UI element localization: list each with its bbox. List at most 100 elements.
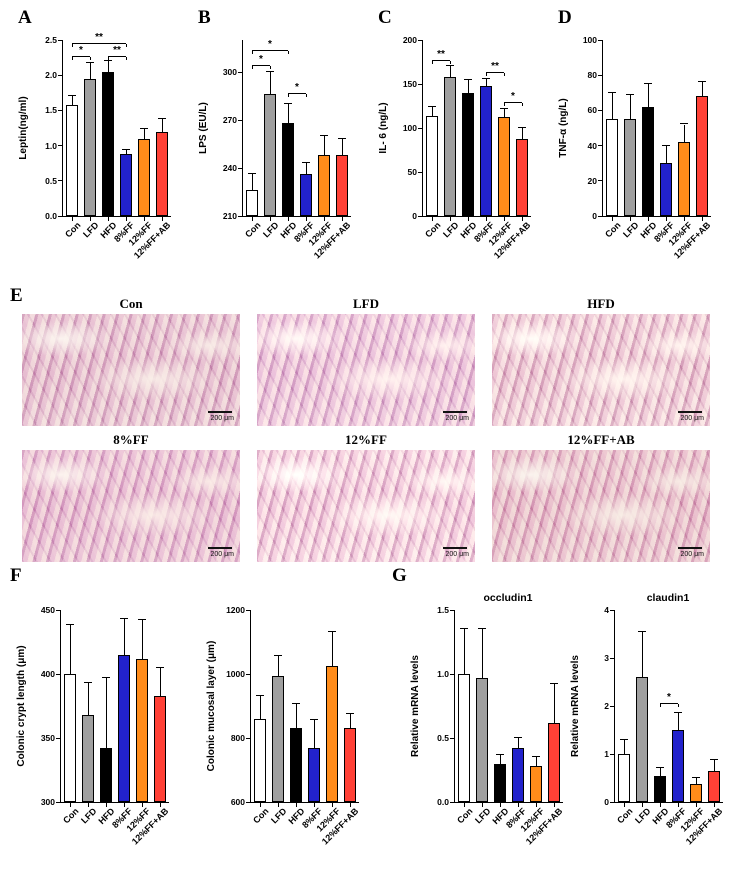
y-axis-tick xyxy=(610,753,615,755)
x-axis-tick xyxy=(323,217,325,221)
y-axis-tick xyxy=(58,39,63,41)
error-bar xyxy=(701,82,703,97)
error-bar xyxy=(647,84,649,107)
error-bar xyxy=(143,129,145,139)
x-axis-tick xyxy=(611,217,613,221)
significance-bracket-end xyxy=(677,703,679,707)
error-bar xyxy=(341,139,343,156)
x-axis-tick xyxy=(485,217,487,221)
histology-image-lfd: 200 μm xyxy=(257,314,475,426)
error-bar-cap xyxy=(620,738,628,740)
bar-12%FF xyxy=(678,142,690,216)
y-axis-tick xyxy=(450,801,455,803)
histology-cell-12ffab: 12%FF+AB 200 μm xyxy=(492,432,710,562)
y-axis-tick xyxy=(238,167,243,169)
y-axis-tick xyxy=(58,180,63,182)
histology-cell-lfd: LFD 200 μm xyxy=(257,296,475,426)
y-axis-tick xyxy=(58,215,63,217)
panel-letter-c: C xyxy=(378,7,392,28)
significance-bracket-end xyxy=(125,44,127,48)
scale-bar xyxy=(208,547,232,549)
y-tick-label: 2 xyxy=(604,701,609,711)
significance-bracket xyxy=(252,50,288,52)
x-axis-tick xyxy=(313,803,315,807)
error-bar-cap xyxy=(496,753,504,755)
scale-label: 200 μm xyxy=(680,415,705,422)
bar-LFD xyxy=(444,76,456,216)
y-tick-label: 40 xyxy=(587,140,597,151)
error-bar xyxy=(323,136,325,156)
y-tick-label: 240 xyxy=(222,163,237,173)
bar-HFD xyxy=(290,728,302,802)
significance-bracket-end xyxy=(125,56,127,60)
x-axis-tick xyxy=(141,803,143,807)
error-bar xyxy=(521,128,523,139)
significance-bracket xyxy=(72,43,126,45)
error-bar-cap xyxy=(86,62,94,64)
plot-area-claudin: 0 1 2 3 4 Con LFD HFD 8%FF 12%FF 12%FF+AB * xyxy=(604,605,724,846)
y-axis-tick xyxy=(246,673,251,675)
significance-label: ** xyxy=(95,32,103,44)
bar-LFD xyxy=(624,119,636,216)
error-bar xyxy=(89,63,91,79)
panel-letter-f: F xyxy=(10,565,22,586)
x-category-label: Con xyxy=(602,220,623,240)
x-axis-tick xyxy=(269,217,271,221)
y-axis-tick xyxy=(418,171,423,173)
error-bar xyxy=(87,682,89,715)
error-bar xyxy=(503,108,505,118)
panel-f-mucosal-chart: Colonic mucosal layer (μm) 600 800 1000 120… xyxy=(196,586,378,873)
plot-area-mucosal: 600 800 1000 1200 Con LFD HFD 8%FF 12%FF 12%FF+AB xyxy=(226,605,360,846)
significance-bracket-end xyxy=(251,51,253,55)
error-bar-cap xyxy=(328,631,336,633)
y-tick-label: 80 xyxy=(587,70,597,81)
histology-cell-8ff: 8%FF 200 μm xyxy=(22,432,240,562)
bar-Con xyxy=(246,190,258,216)
error-bar xyxy=(313,720,315,748)
y-axis-tick xyxy=(418,83,423,85)
bar-8%FF xyxy=(120,154,132,216)
y-tick-label: 1.0 xyxy=(45,140,57,151)
error-bar-cap xyxy=(274,655,282,657)
scale-label: 200 μm xyxy=(210,551,235,558)
bar-12%FF xyxy=(530,766,542,802)
error-bar xyxy=(665,145,667,164)
histology-image-con: 200 μm xyxy=(22,314,240,426)
error-bar-cap xyxy=(638,630,646,632)
bar-HFD xyxy=(102,71,114,216)
scale-bar xyxy=(443,547,467,549)
y-tick-label: 0.5 xyxy=(45,175,57,186)
histology-image-12ffab: 200 μm xyxy=(492,450,710,562)
error-bar-cap xyxy=(302,162,310,164)
bar-8%FF xyxy=(480,85,492,216)
error-bar xyxy=(467,79,469,93)
x-category-label: LFD xyxy=(260,220,281,240)
histology-label-12ffab: 12%FF+AB xyxy=(567,432,635,447)
x-category-label: Con xyxy=(250,806,271,826)
x-axis-tick xyxy=(287,217,289,221)
x-axis-tick xyxy=(105,803,107,807)
y-axis-tick xyxy=(610,657,615,659)
x-category-label: LFD xyxy=(472,806,493,826)
y-tick-label: 450 xyxy=(40,605,55,615)
histology-cell-con: Con 200 μm xyxy=(22,296,240,426)
chart-title-claudin: claudin1 xyxy=(646,592,690,604)
significance-label: ** xyxy=(437,49,445,61)
y-tick-label: 1000 xyxy=(226,669,245,679)
y-tick-label: 4 xyxy=(604,605,609,615)
plot-area-il6: 0 50 100 150 200 Con LFD HFD 8%FF 12%FF 12%FF+AB **… xyxy=(403,35,532,260)
y-axis-tick xyxy=(246,737,251,739)
y-tick-label: 2.5 xyxy=(45,35,57,45)
significance-label: ** xyxy=(113,44,121,56)
bar-8%FF xyxy=(660,163,672,216)
significance-bracket xyxy=(108,55,126,57)
y-axis-tick xyxy=(58,145,63,147)
error-bar-cap xyxy=(460,628,468,630)
error-bar xyxy=(611,92,613,120)
x-axis-tick xyxy=(305,217,307,221)
y-axis-tick xyxy=(418,215,423,217)
error-bar xyxy=(517,738,519,749)
significance-label: * xyxy=(667,691,671,703)
y-axis-tick xyxy=(238,119,243,121)
panel-a-chart: A Leptin(ng/ml) 0.0 0.5 1.0 1.5 2.0 2.5 Con LFD… xyxy=(8,8,180,288)
